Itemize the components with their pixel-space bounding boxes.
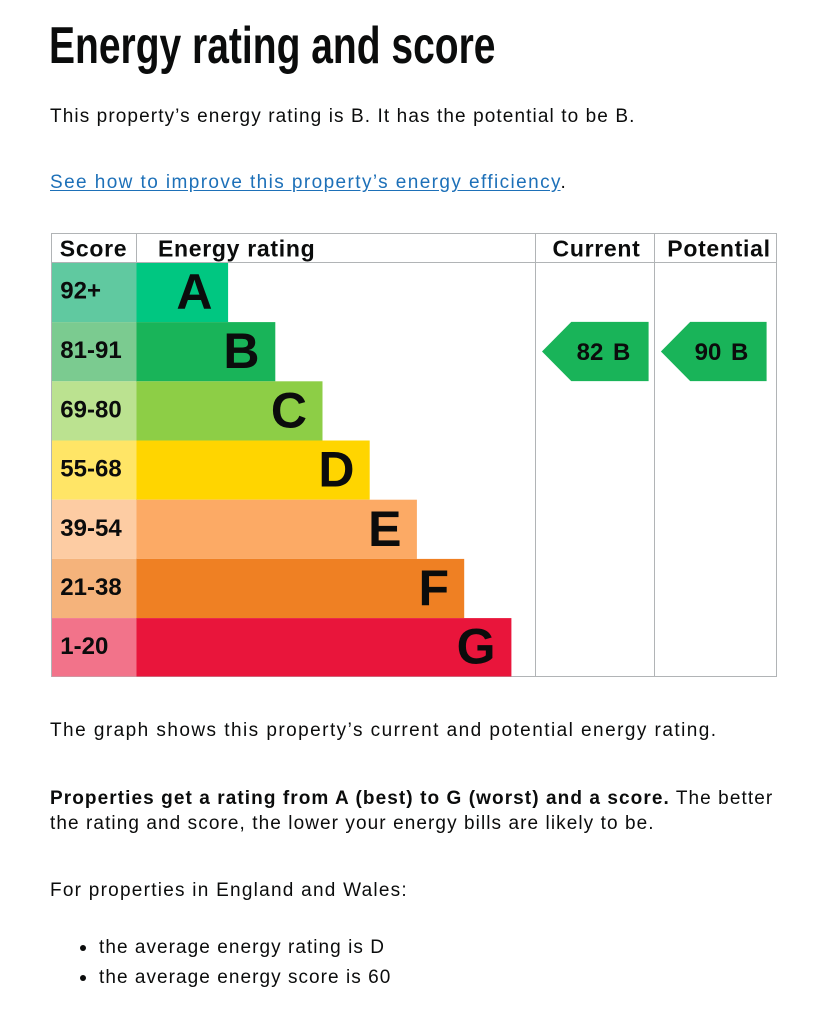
svg-text:Current: Current: [553, 236, 641, 262]
svg-text:81-91: 81-91: [60, 337, 121, 364]
svg-text:90 B: 90 B: [695, 339, 749, 366]
svg-text:F: F: [418, 560, 449, 616]
svg-text:A: A: [176, 264, 212, 320]
svg-text:D: D: [318, 442, 354, 498]
svg-text:C: C: [271, 382, 307, 438]
svg-text:92+: 92+: [60, 277, 101, 304]
svg-text:B: B: [223, 323, 259, 379]
svg-text:G: G: [457, 618, 496, 674]
svg-text:Energy rating: Energy rating: [158, 236, 315, 262]
svg-text:Potential: Potential: [667, 236, 770, 262]
svg-text:1-20: 1-20: [60, 633, 108, 660]
svg-text:Score: Score: [60, 236, 127, 262]
svg-text:39-54: 39-54: [60, 515, 122, 542]
svg-text:21-38: 21-38: [60, 574, 121, 601]
svg-text:55-68: 55-68: [60, 456, 121, 483]
svg-text:82 B: 82 B: [577, 339, 631, 366]
svg-text:E: E: [368, 501, 401, 557]
svg-text:69-80: 69-80: [60, 396, 121, 423]
